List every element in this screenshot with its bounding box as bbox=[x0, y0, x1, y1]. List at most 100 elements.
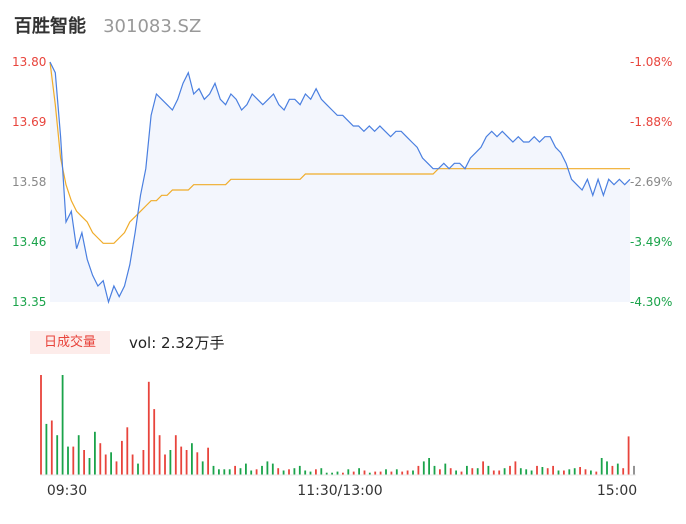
volume-bar bbox=[185, 450, 188, 475]
volume-bar bbox=[633, 465, 635, 475]
volume-bar bbox=[509, 465, 511, 475]
volume-bar bbox=[271, 463, 274, 475]
volume-bar bbox=[77, 435, 80, 475]
volume-bar bbox=[164, 454, 166, 475]
stock-name: 百胜智能 bbox=[14, 16, 86, 37]
volume-bar bbox=[266, 461, 269, 475]
x-tick-label: 15:00 bbox=[597, 483, 637, 499]
volume-bar bbox=[579, 467, 581, 475]
volume-bar bbox=[385, 469, 387, 475]
volume-bar bbox=[568, 469, 571, 475]
volume-bar bbox=[444, 463, 447, 475]
volume-bar bbox=[487, 465, 490, 475]
volume-bar bbox=[606, 461, 608, 475]
volume-bar bbox=[88, 458, 91, 475]
volume-bar bbox=[536, 465, 538, 475]
volume-bar bbox=[358, 468, 360, 475]
volume-bar bbox=[110, 452, 112, 475]
volume-bar bbox=[126, 427, 129, 475]
volume-bar bbox=[401, 471, 404, 475]
x-tick-label: 11:30/13:00 bbox=[297, 483, 382, 499]
volume-bar bbox=[315, 469, 317, 475]
left-tick-label: 13.35 bbox=[12, 295, 46, 309]
volume-bar bbox=[471, 468, 474, 475]
volume-bar bbox=[261, 465, 263, 475]
volume-bar bbox=[616, 463, 619, 475]
left-tick-label: 13.58 bbox=[12, 175, 46, 189]
volume-bar bbox=[45, 423, 48, 475]
volume-bar bbox=[422, 461, 425, 475]
volume-bar bbox=[600, 458, 603, 475]
volume-bar bbox=[342, 472, 344, 475]
volume-bar bbox=[595, 471, 598, 475]
volume-bar bbox=[72, 446, 75, 475]
volume-bar bbox=[428, 458, 430, 475]
right-tick-label: -4.30% bbox=[630, 295, 672, 309]
volume-bar bbox=[304, 470, 307, 475]
volume-bar bbox=[40, 375, 42, 475]
volume-bar bbox=[320, 468, 323, 475]
left-price-axis: 13.80 13.69 13.58 13.46 13.35 bbox=[12, 55, 46, 309]
volume-bar bbox=[482, 461, 484, 475]
volume-bar bbox=[99, 443, 102, 475]
right-tick-label: -3.49% bbox=[630, 235, 672, 249]
volume-bars bbox=[40, 375, 635, 475]
volume-badge: 日成交量 bbox=[30, 331, 110, 354]
volume-bar bbox=[201, 461, 204, 475]
x-tick-label: 09:30 bbox=[47, 483, 87, 499]
volume-bar bbox=[546, 468, 549, 475]
volume-bar bbox=[61, 375, 64, 475]
volume-label: vol: 2.32万手 bbox=[129, 334, 225, 352]
volume-bar bbox=[255, 469, 258, 475]
volume-bar bbox=[228, 469, 231, 475]
volume-bar bbox=[169, 450, 172, 475]
volume-bar bbox=[460, 471, 463, 475]
volume-bar bbox=[245, 463, 247, 475]
volume-bar bbox=[476, 468, 479, 475]
right-percent-axis: -1.08% -1.88% -2.69% -3.49% -4.30% bbox=[630, 55, 672, 309]
volume-bar bbox=[282, 470, 285, 475]
left-tick-label: 13.80 bbox=[12, 55, 46, 69]
volume-bar bbox=[158, 435, 161, 475]
volume-bar bbox=[121, 440, 123, 475]
volume-bar bbox=[115, 461, 118, 475]
volume-bar bbox=[519, 468, 522, 475]
stock-header: 百胜智能 301083.SZ bbox=[14, 12, 201, 40]
right-tick-label: -1.88% bbox=[630, 115, 672, 129]
volume-bar bbox=[288, 469, 290, 475]
volume-bar bbox=[293, 468, 296, 475]
volume-bar bbox=[363, 470, 366, 475]
right-tick-label: -2.69% bbox=[630, 175, 672, 189]
volume-bar bbox=[406, 470, 409, 475]
price-line bbox=[49, 61, 631, 305]
volume-bar bbox=[50, 420, 53, 475]
avg-price-line bbox=[49, 61, 630, 244]
volume-bar bbox=[573, 468, 576, 475]
volume-bar bbox=[336, 471, 339, 475]
volume-bar bbox=[368, 472, 371, 475]
volume-bar bbox=[514, 461, 517, 475]
volume-bar bbox=[131, 454, 134, 475]
volume-bar bbox=[530, 470, 533, 475]
price-area bbox=[50, 62, 630, 302]
volume-bar bbox=[104, 454, 107, 475]
volume-bar bbox=[439, 469, 441, 475]
volume-bar bbox=[67, 446, 69, 475]
volume-bar bbox=[347, 469, 350, 475]
volume-bar bbox=[395, 469, 398, 475]
volume-bar bbox=[492, 470, 495, 475]
volume-bar bbox=[563, 470, 565, 475]
volume-bar bbox=[83, 450, 85, 475]
volume-bar bbox=[584, 469, 587, 475]
stock-code: 301083.SZ bbox=[103, 16, 202, 37]
volume-bar bbox=[498, 470, 501, 475]
volume-bar bbox=[352, 471, 355, 475]
volume-bar bbox=[212, 465, 215, 475]
volume-bar bbox=[466, 465, 468, 475]
volume-bar bbox=[541, 467, 544, 475]
volume-bar bbox=[191, 443, 193, 475]
volume-bar bbox=[449, 468, 452, 475]
volume-bar bbox=[379, 471, 382, 475]
volume-bar bbox=[590, 470, 592, 475]
